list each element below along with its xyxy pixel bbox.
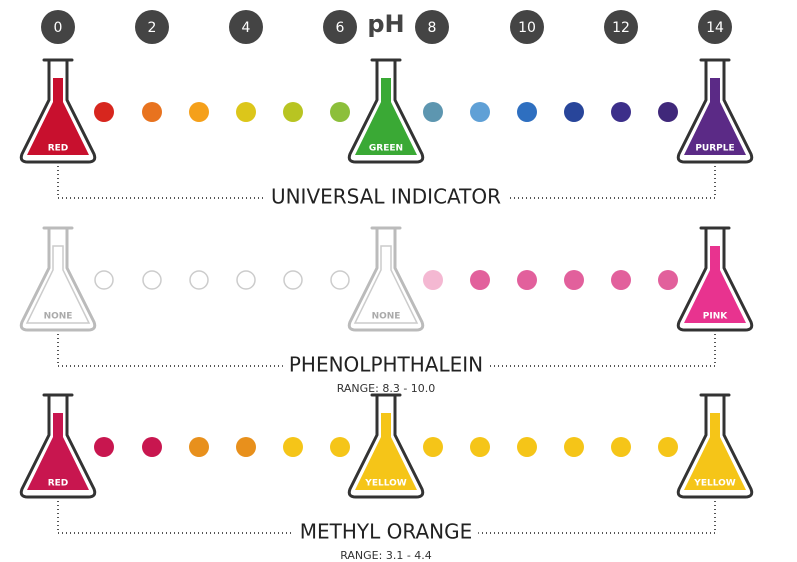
connector	[489, 334, 716, 367]
indicator-name: PHENOLPHTHALEIN	[289, 353, 483, 377]
color-dot	[236, 102, 256, 122]
flask-label: PINK	[703, 312, 728, 322]
color-dot	[94, 437, 114, 457]
flask-label: RED	[48, 144, 69, 154]
flask-liquid	[353, 245, 419, 324]
color-dot	[517, 437, 537, 457]
ph-tick: 0	[54, 20, 63, 36]
ph-badge	[229, 10, 263, 44]
color-dot	[189, 437, 209, 457]
color-dot	[330, 437, 350, 457]
flask-liquid	[684, 246, 746, 323]
color-dot	[423, 270, 443, 290]
ph-badge	[698, 10, 732, 44]
indicator-name: UNIVERSAL INDICATOR	[271, 185, 501, 209]
color-dot	[94, 102, 114, 122]
flask-outline	[347, 226, 425, 332]
connector	[478, 501, 716, 534]
color-dot	[142, 102, 162, 122]
color-dot	[142, 270, 162, 290]
indicator-range: RANGE: 3.1 - 4.4	[340, 549, 432, 562]
flask-outline	[347, 58, 425, 164]
flask-label: YELLOW	[364, 479, 406, 489]
color-dot	[517, 270, 537, 290]
color-dot	[283, 270, 303, 290]
flask-liquid	[355, 78, 417, 155]
color-dot	[658, 437, 678, 457]
color-dot	[564, 270, 584, 290]
flask-liquid	[27, 413, 89, 490]
color-dot	[236, 437, 256, 457]
color-dot	[611, 437, 631, 457]
flask-liquid	[684, 413, 746, 490]
connector	[57, 501, 294, 534]
ph-tick: 12	[612, 20, 630, 36]
ph-badge	[323, 10, 357, 44]
flask-outline	[676, 393, 754, 499]
color-dot	[330, 102, 350, 122]
flask-outline	[19, 393, 97, 499]
ph-badge	[510, 10, 544, 44]
flask-outline	[347, 393, 425, 499]
flask-label: NONE	[44, 312, 73, 322]
flask-label: RED	[48, 479, 69, 489]
ph-tick: 2	[148, 20, 157, 36]
flask-label: GREEN	[369, 144, 403, 154]
color-dot	[189, 102, 209, 122]
flask-outline	[676, 58, 754, 164]
color-dot	[564, 102, 584, 122]
ph-title: pH	[367, 10, 404, 38]
color-dot	[517, 102, 537, 122]
flask-liquid	[25, 245, 91, 324]
flask-liquid	[355, 413, 417, 490]
connector	[57, 334, 283, 367]
color-dot	[236, 270, 256, 290]
color-dot	[330, 270, 350, 290]
color-dot	[470, 437, 490, 457]
color-dot	[611, 102, 631, 122]
color-dot	[658, 102, 678, 122]
color-dot	[423, 102, 443, 122]
flask-label: PURPLE	[695, 144, 734, 154]
connector	[57, 166, 265, 199]
flask-label: NONE	[372, 312, 401, 322]
indicator-range: RANGE: 8.3 - 10.0	[337, 382, 436, 395]
flask-liquid	[684, 78, 746, 155]
connector	[507, 166, 716, 199]
color-dot	[189, 270, 209, 290]
ph-tick: 8	[428, 20, 437, 36]
color-dot	[470, 270, 490, 290]
flask-outline	[676, 226, 754, 332]
color-dot	[564, 437, 584, 457]
color-dot	[283, 102, 303, 122]
ph-badge	[415, 10, 449, 44]
ph-tick: 6	[336, 20, 345, 36]
ph-badge	[41, 10, 75, 44]
ph-badge	[135, 10, 169, 44]
indicator-name: METHYL ORANGE	[300, 520, 472, 544]
color-dot	[611, 270, 631, 290]
color-dot	[423, 437, 443, 457]
flask-outline	[19, 226, 97, 332]
flask-label: YELLOW	[693, 479, 735, 489]
color-dot	[142, 437, 162, 457]
ph-tick: 4	[242, 20, 251, 36]
flask-liquid	[27, 78, 89, 155]
ph-tick: 14	[706, 20, 724, 36]
ph-badge	[604, 10, 638, 44]
color-dot	[283, 437, 303, 457]
color-dot	[470, 102, 490, 122]
flask-outline	[19, 58, 97, 164]
ph-tick: 10	[518, 20, 536, 36]
color-dot	[94, 270, 114, 290]
color-dot	[658, 270, 678, 290]
